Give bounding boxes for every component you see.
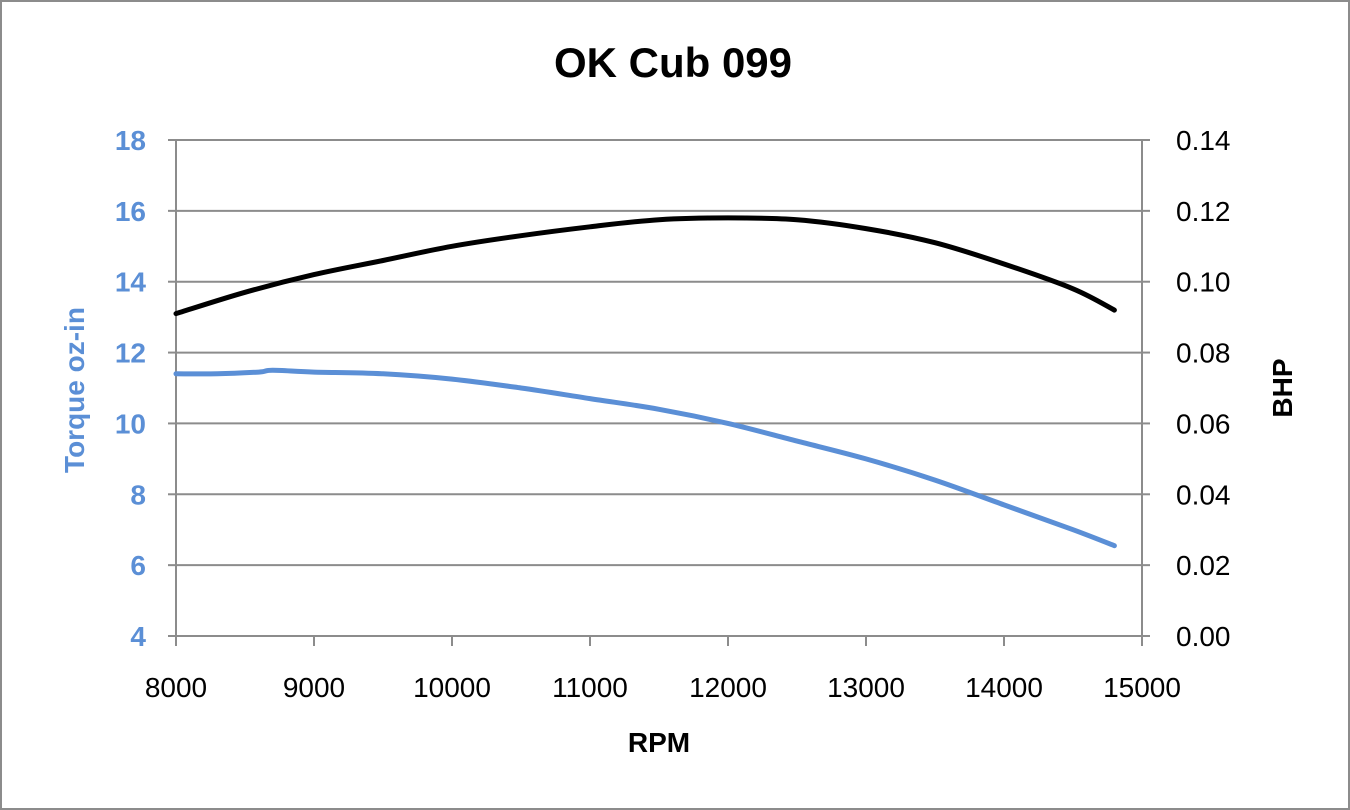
left-tick-label: 4 — [130, 621, 146, 652]
axes — [168, 139, 1150, 646]
x-tick-label: 12000 — [689, 672, 767, 703]
x-tick-label: 13000 — [827, 672, 905, 703]
x-tick-label: 15000 — [1103, 672, 1181, 703]
left-tick-label: 8 — [130, 479, 146, 510]
series-line-bhp — [173, 215, 1117, 317]
right-tick-label: 0.06 — [1176, 408, 1231, 439]
grid-lines — [176, 139, 1142, 637]
x-axis-label: RPM — [628, 727, 690, 758]
x-tick-label: 10000 — [413, 672, 491, 703]
right-axis-label: BHP — [1267, 358, 1298, 417]
left-tick-label: 12 — [115, 338, 146, 369]
x-axis-ticks: 8000 9000 10000 11000 12000 13000 14000 15000 — [145, 672, 1181, 703]
right-tick-label: 0.10 — [1176, 267, 1231, 298]
series-group — [173, 215, 1117, 549]
left-axis-ticks: 4 6 8 10 12 14 16 18 — [115, 125, 147, 652]
chart-title: OK Cub 099 — [554, 39, 792, 86]
left-tick-label: 6 — [130, 550, 146, 581]
right-tick-label: 0.12 — [1176, 196, 1231, 227]
right-tick-label: 0.08 — [1176, 338, 1231, 369]
x-tick-label: 8000 — [145, 672, 207, 703]
x-tick-label: 11000 — [552, 672, 628, 703]
left-tick-label: 10 — [115, 408, 146, 439]
right-tick-label: 0.14 — [1176, 125, 1231, 156]
right-axis-ticks: 0.00 0.02 0.04 0.06 0.08 0.10 0.12 0.14 — [1176, 125, 1231, 652]
left-tick-label: 16 — [115, 196, 146, 227]
right-tick-label: 0.02 — [1176, 550, 1231, 581]
x-tick-label: 9000 — [283, 672, 345, 703]
series-line-torque — [173, 367, 1117, 549]
right-tick-label: 0.00 — [1176, 621, 1231, 652]
x-tick-label: 14000 — [965, 672, 1043, 703]
left-axis-label: Torque oz-in — [59, 307, 90, 473]
left-tick-label: 18 — [115, 125, 146, 156]
left-tick-label: 14 — [115, 267, 147, 298]
right-tick-label: 0.04 — [1176, 479, 1231, 510]
